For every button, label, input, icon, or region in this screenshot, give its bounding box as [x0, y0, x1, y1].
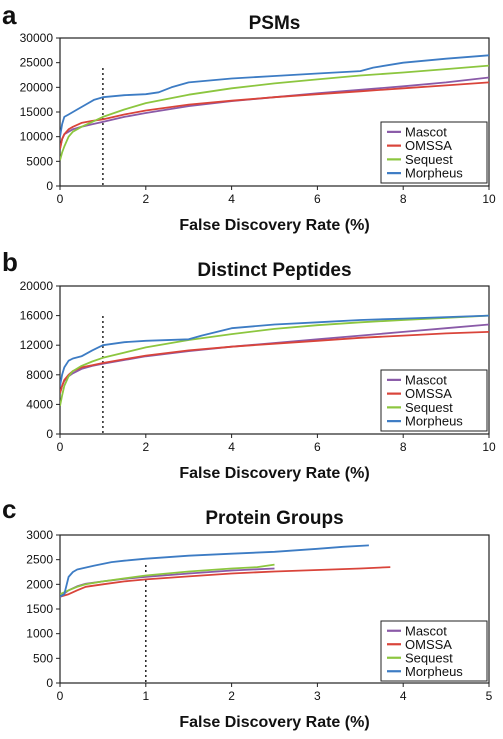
series-line-sequest [60, 314, 489, 407]
y-tick-label: 2500 [26, 553, 53, 567]
chart-title: Distinct Peptides [197, 260, 351, 281]
y-tick-label: 2000 [26, 577, 53, 591]
x-tick-label: 2 [142, 440, 149, 454]
x-tick-label: 0 [57, 689, 64, 703]
y-tick-label: 4000 [26, 397, 53, 411]
series-line-sequest [60, 64, 489, 161]
y-tick-label: 500 [33, 651, 53, 665]
legend-label-mascot: Mascot [405, 124, 447, 139]
series-line-omssa [60, 331, 489, 394]
series-line-morpheus [60, 54, 489, 137]
series-line-morpheus [60, 544, 369, 598]
x-tick-label: 10 [482, 192, 496, 206]
y-tick-label: 1000 [26, 627, 53, 641]
panel-letter: c [2, 494, 16, 524]
series-line-omssa [60, 81, 489, 150]
series-line-omssa [60, 566, 391, 598]
y-tick-label: 25000 [20, 56, 54, 70]
y-tick-label: 0 [46, 676, 53, 690]
x-tick-label: 5 [486, 689, 493, 703]
legend-label-omssa: OMSSA [405, 386, 452, 401]
y-tick-label: 12000 [20, 338, 54, 352]
legend-label-mascot: Mascot [405, 623, 447, 638]
x-tick-label: 10 [482, 440, 496, 454]
x-tick-label: 4 [400, 689, 407, 703]
y-tick-label: 0 [46, 427, 53, 441]
x-axis-label: False Discovery Rate (%) [179, 465, 369, 482]
y-tick-label: 5000 [26, 154, 53, 168]
x-tick-label: 2 [142, 192, 149, 206]
x-tick-label: 8 [400, 440, 407, 454]
x-tick-label: 6 [314, 440, 321, 454]
x-tick-label: 3 [314, 689, 321, 703]
x-tick-label: 2 [228, 689, 235, 703]
legend-label-morpheus: Morpheus [405, 166, 463, 181]
chart-panel-a: a PSMs 0 5000 10000 15000 20000 25000 30000 0 2 4 6 8… [2, 0, 496, 234]
x-axis-label: False Discovery Rate (%) [179, 217, 369, 234]
y-tick-label: 10000 [20, 130, 54, 144]
x-tick-label: 0 [57, 440, 64, 454]
y-tick-label: 15000 [20, 105, 54, 119]
series-line-morpheus [60, 314, 489, 387]
chart-panel-c: c Protein Groups 0 500 1000 1500 2000 2500 3000 0… [2, 494, 493, 731]
legend-label-omssa: OMSSA [405, 138, 452, 153]
y-tick-label: 20000 [20, 80, 54, 94]
x-tick-label: 4 [228, 192, 235, 206]
legend-label-omssa: OMSSA [405, 637, 452, 652]
x-tick-label: 1 [142, 689, 149, 703]
panel-letter: a [2, 0, 17, 30]
x-tick-label: 4 [228, 440, 235, 454]
legend-label-morpheus: Morpheus [405, 414, 463, 429]
y-tick-label: 16000 [20, 309, 54, 323]
legend-label-sequest: Sequest [405, 400, 453, 415]
legend-label-sequest: Sequest [405, 650, 453, 665]
y-tick-label: 20000 [20, 279, 54, 293]
legend-label-sequest: Sequest [405, 152, 453, 167]
x-axis-label: False Discovery Rate (%) [179, 714, 369, 731]
y-tick-label: 1500 [26, 602, 53, 616]
legend-label-mascot: Mascot [405, 372, 447, 387]
series-line-sequest [60, 563, 275, 596]
plot-frame [59, 285, 490, 435]
y-tick-label: 30000 [20, 31, 54, 45]
legend-label-morpheus: Morpheus [405, 664, 463, 679]
y-tick-label: 3000 [26, 528, 53, 542]
x-tick-label: 6 [314, 192, 321, 206]
y-tick-label: 0 [46, 179, 53, 193]
chart-title: Protein Groups [205, 508, 343, 529]
panel-letter: b [2, 247, 18, 277]
chart-panel-b: b Distinct Peptides 0 4000 8000 12000 16000 200… [2, 247, 496, 482]
x-tick-label: 0 [57, 192, 64, 206]
series-line-mascot [60, 76, 489, 150]
x-tick-label: 8 [400, 192, 407, 206]
y-tick-label: 8000 [26, 368, 53, 382]
chart-title: PSMs [249, 13, 301, 34]
